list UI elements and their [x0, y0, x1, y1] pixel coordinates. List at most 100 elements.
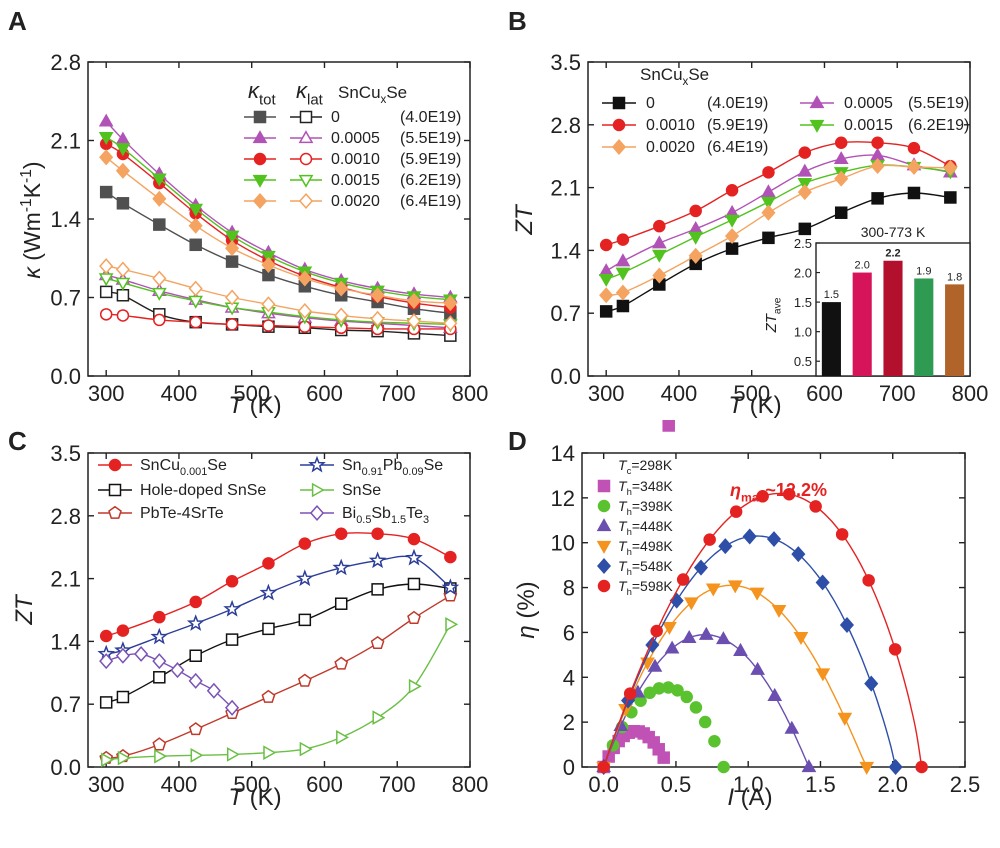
- x-tick-label: 400: [661, 381, 698, 406]
- legend-label: PbTe-4SrTe: [140, 505, 224, 522]
- label-part: Se: [207, 457, 227, 474]
- data-point: [99, 185, 113, 199]
- data-point: [408, 678, 422, 694]
- data-point: [815, 574, 830, 591]
- legend-marker: [308, 455, 326, 473]
- data-point: [223, 599, 241, 617]
- legend-carrier: (6.2E19): [908, 117, 969, 134]
- plot-frame: [87, 452, 471, 768]
- inset-y-tick-label: 2.5: [794, 236, 812, 251]
- data-point: [944, 191, 957, 204]
- data-point: [862, 574, 875, 587]
- inset-bar: [852, 272, 872, 376]
- label-part: T: [228, 392, 245, 419]
- x-tick-label: 1.5: [805, 772, 836, 797]
- data-point: [189, 595, 202, 609]
- data-point: [693, 559, 708, 576]
- data-point: [188, 217, 203, 234]
- data-point: [334, 527, 348, 540]
- data-point: [837, 712, 853, 726]
- plot-frame: [587, 61, 971, 377]
- y-tick-label: 0.0: [50, 755, 81, 780]
- data-point: [115, 277, 131, 291]
- data-point: [761, 196, 776, 210]
- legend-label: Th=598K: [618, 578, 673, 598]
- series-0.0010: [599, 136, 957, 252]
- label-part: h: [627, 507, 632, 518]
- y-tick-label: 12: [551, 486, 575, 511]
- series-line: [105, 583, 451, 704]
- inset-y-tick-label: 0.5: [794, 354, 812, 369]
- legend-marker: [298, 130, 314, 144]
- label-part: (K): [243, 784, 282, 811]
- y-axis-label: κ (Wm-1K-1): [18, 161, 45, 278]
- panel-label: A: [8, 6, 27, 36]
- inset-y-tick-label: 1.0: [794, 325, 812, 340]
- series-SnCu: [99, 527, 457, 643]
- data-point: [170, 662, 185, 679]
- label-part: T: [618, 518, 628, 534]
- x-tick-label: 400: [161, 772, 198, 797]
- data-point: [698, 715, 712, 729]
- data-point: [406, 313, 421, 330]
- label-part: lat: [307, 92, 324, 109]
- data-point: [689, 701, 703, 714]
- label-part: K: [19, 182, 45, 198]
- data-point: [154, 748, 168, 764]
- data-point: [116, 309, 130, 322]
- legend-label: 0.0020: [646, 139, 695, 156]
- series-tot-0.0020: [99, 149, 458, 312]
- data-point: [599, 305, 613, 318]
- data-point: [798, 146, 812, 159]
- legend-marker: [252, 192, 268, 210]
- x-axis-label: T (K): [228, 392, 281, 419]
- data-point: [705, 583, 721, 597]
- data-point: [444, 550, 457, 564]
- label-part: Se: [386, 83, 407, 102]
- label-part: =448K: [632, 518, 674, 534]
- label-part: (%): [513, 581, 540, 625]
- data-point: [888, 758, 903, 776]
- data-point: [771, 604, 787, 618]
- data-point: [623, 687, 637, 700]
- y-tick-label: 0.7: [550, 301, 581, 326]
- data-point: [117, 750, 131, 766]
- data-point: [150, 627, 169, 645]
- legend-marker: [298, 174, 314, 188]
- legend-label: 0.0005: [331, 130, 380, 147]
- y-tick-label: 0: [563, 755, 575, 780]
- y-tick-label: 0.0: [550, 364, 581, 389]
- label-part: ~12.2%: [765, 480, 827, 500]
- data-point: [225, 318, 239, 331]
- y-tick-label: 1.4: [550, 238, 581, 263]
- data-point: [186, 614, 205, 631]
- data-point: [206, 682, 221, 699]
- data-point: [750, 661, 765, 675]
- label-part: =498K: [632, 538, 674, 554]
- inset-bar: [914, 278, 934, 376]
- x-tick-label: 0.0: [588, 772, 619, 797]
- legend-marker: [253, 152, 267, 166]
- data-point: [676, 573, 690, 586]
- data-point: [407, 532, 421, 546]
- data-point: [749, 587, 765, 601]
- data-point: [815, 668, 831, 682]
- label-part: T: [618, 558, 628, 574]
- label-part: Sb: [371, 505, 391, 522]
- legend-carrier: (4.0E19): [400, 109, 461, 126]
- data-point: [189, 238, 202, 252]
- data-point: [839, 616, 854, 634]
- data-point: [99, 696, 113, 709]
- legend-marker: [596, 540, 612, 554]
- data-point: [371, 583, 384, 596]
- legend: Tc=298KTh=348KTh=398KTh=448KTh=498KTh=54…: [596, 457, 674, 598]
- label-part: h: [627, 547, 632, 558]
- x-tick-label: 800: [952, 381, 989, 406]
- data-point: [224, 289, 240, 306]
- legend-label: 0: [331, 109, 340, 126]
- legend-label: 0.0010: [646, 117, 695, 134]
- data-point: [295, 569, 314, 587]
- data-point: [99, 285, 113, 299]
- x-tick-label: 800: [452, 772, 489, 797]
- label-part: max: [741, 490, 766, 504]
